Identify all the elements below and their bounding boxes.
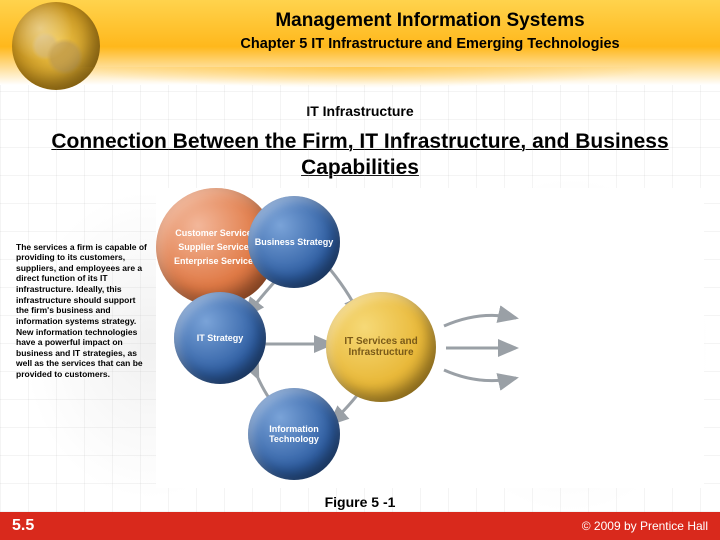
node-business-strategy: Business Strategy [248,196,340,288]
copyright: © 2009 by Prentice Hall [582,519,708,533]
header-text: Management Information Systems Chapter 5… [160,10,700,52]
node-label: IT Services and Infrastructure [326,336,436,358]
slide-header: Management Information Systems Chapter 5… [0,0,720,85]
node-label: Business Strategy [255,237,334,247]
node-it-strategy: IT Strategy [174,292,266,384]
body-paragraph: The services a firm is capable of provid… [16,242,148,380]
node-information-technology: Information Technology [248,388,340,480]
globe-icon [12,2,100,90]
node-label: IT Strategy [197,333,244,343]
infrastructure-diagram: Business Strategy IT Strategy IT Service… [156,188,704,488]
book-title: Management Information Systems [160,10,700,32]
node-it-services: IT Services and Infrastructure [326,292,436,402]
node-label: Information Technology [248,424,340,444]
slide-content: The services a firm is capable of provid… [16,188,704,488]
slide-footer: 5.5 © 2009 by Prentice Hall [0,512,720,540]
page-number: 5.5 [12,517,34,535]
chapter-subtitle: Chapter 5 IT Infrastructure and Emerging… [160,36,700,52]
